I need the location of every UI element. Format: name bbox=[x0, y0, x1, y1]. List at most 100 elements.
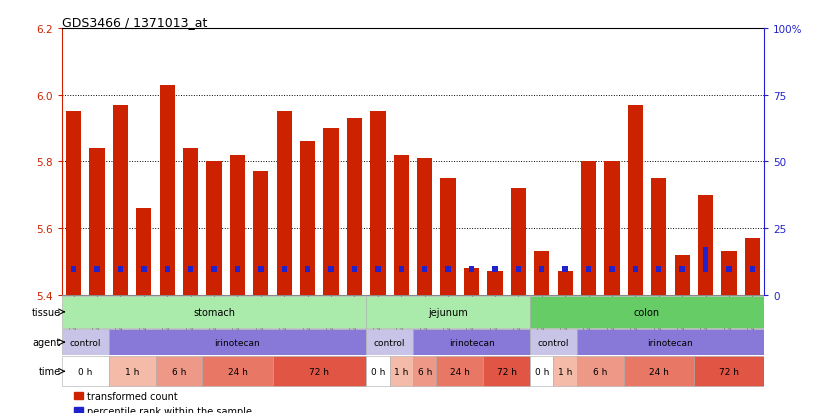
Bar bbox=[159, 85, 175, 295]
Bar bbox=[211, 266, 216, 273]
Text: 24 h: 24 h bbox=[450, 367, 470, 376]
Bar bbox=[530, 356, 553, 387]
Bar bbox=[530, 330, 577, 355]
Text: jejunum: jejunum bbox=[428, 307, 468, 317]
Bar bbox=[487, 272, 502, 295]
Bar bbox=[206, 162, 221, 295]
Bar bbox=[366, 330, 413, 355]
Text: agent: agent bbox=[32, 337, 61, 347]
Bar bbox=[510, 189, 526, 295]
Bar bbox=[259, 266, 263, 273]
Bar bbox=[113, 105, 128, 295]
Bar bbox=[422, 266, 427, 273]
Bar bbox=[694, 356, 764, 387]
Bar bbox=[436, 356, 483, 387]
Bar bbox=[109, 356, 155, 387]
Bar bbox=[726, 266, 732, 273]
Text: 1 h: 1 h bbox=[125, 367, 140, 376]
Bar bbox=[136, 209, 151, 295]
Text: control: control bbox=[538, 338, 569, 347]
Bar bbox=[483, 356, 530, 387]
Bar bbox=[254, 172, 268, 295]
Bar bbox=[347, 119, 362, 295]
Bar bbox=[62, 330, 109, 355]
Bar bbox=[352, 266, 357, 273]
Text: 72 h: 72 h bbox=[719, 367, 739, 376]
Text: 24 h: 24 h bbox=[648, 367, 669, 376]
Bar bbox=[329, 266, 334, 273]
Text: 24 h: 24 h bbox=[227, 367, 248, 376]
Bar bbox=[440, 179, 456, 295]
Bar bbox=[62, 356, 109, 387]
Text: tissue: tissue bbox=[31, 307, 61, 317]
Bar bbox=[656, 266, 662, 273]
Text: irinotecan: irinotecan bbox=[215, 338, 260, 347]
Bar bbox=[675, 255, 690, 295]
Text: control: control bbox=[69, 338, 101, 347]
Text: 0 h: 0 h bbox=[78, 367, 93, 376]
Bar bbox=[577, 356, 624, 387]
Bar bbox=[277, 112, 292, 295]
Bar bbox=[370, 112, 386, 295]
Bar bbox=[530, 296, 764, 328]
Text: 72 h: 72 h bbox=[310, 367, 330, 376]
Bar bbox=[66, 112, 81, 295]
Bar bbox=[390, 356, 413, 387]
Bar bbox=[155, 356, 202, 387]
Text: irinotecan: irinotecan bbox=[648, 338, 693, 347]
Bar bbox=[62, 296, 366, 328]
Bar bbox=[553, 356, 577, 387]
Bar bbox=[563, 266, 567, 273]
Bar bbox=[586, 266, 591, 273]
Bar bbox=[300, 142, 316, 295]
Bar bbox=[273, 356, 366, 387]
Legend: transformed count, percentile rank within the sample: transformed count, percentile rank withi… bbox=[74, 391, 253, 413]
Text: colon: colon bbox=[634, 307, 660, 317]
Bar bbox=[188, 266, 193, 273]
Text: 1 h: 1 h bbox=[394, 367, 409, 376]
Bar bbox=[235, 266, 240, 273]
Bar bbox=[366, 296, 530, 328]
Bar bbox=[750, 266, 755, 273]
Bar bbox=[628, 105, 643, 295]
Bar bbox=[413, 356, 436, 387]
Bar bbox=[230, 155, 245, 295]
Bar bbox=[539, 266, 544, 273]
Text: 0 h: 0 h bbox=[534, 367, 549, 376]
Text: 6 h: 6 h bbox=[417, 367, 432, 376]
Bar bbox=[581, 162, 596, 295]
Text: 6 h: 6 h bbox=[172, 367, 186, 376]
Bar bbox=[445, 266, 451, 273]
Bar bbox=[417, 159, 432, 295]
Bar bbox=[141, 266, 146, 273]
Bar bbox=[534, 252, 549, 295]
Bar bbox=[183, 149, 198, 295]
Bar bbox=[394, 155, 409, 295]
Bar bbox=[633, 266, 638, 273]
Bar bbox=[745, 239, 760, 295]
Bar bbox=[721, 252, 737, 295]
Bar bbox=[94, 266, 100, 273]
Text: time: time bbox=[39, 366, 61, 376]
Bar bbox=[515, 266, 521, 273]
Bar bbox=[375, 266, 381, 273]
Bar bbox=[118, 266, 123, 273]
Bar bbox=[492, 266, 497, 273]
Bar bbox=[399, 266, 404, 273]
Bar bbox=[610, 266, 615, 273]
Bar bbox=[577, 330, 764, 355]
Bar bbox=[109, 330, 366, 355]
Bar bbox=[71, 266, 76, 273]
Bar bbox=[605, 162, 620, 295]
Bar bbox=[651, 179, 667, 295]
Bar bbox=[469, 266, 474, 273]
Text: 72 h: 72 h bbox=[496, 367, 516, 376]
Text: irinotecan: irinotecan bbox=[449, 338, 495, 347]
Bar bbox=[282, 266, 287, 273]
Bar bbox=[305, 266, 311, 273]
Bar bbox=[464, 268, 479, 295]
Text: control: control bbox=[374, 338, 406, 347]
Text: 0 h: 0 h bbox=[371, 367, 385, 376]
Bar bbox=[89, 149, 105, 295]
Text: GDS3466 / 1371013_at: GDS3466 / 1371013_at bbox=[62, 16, 207, 29]
